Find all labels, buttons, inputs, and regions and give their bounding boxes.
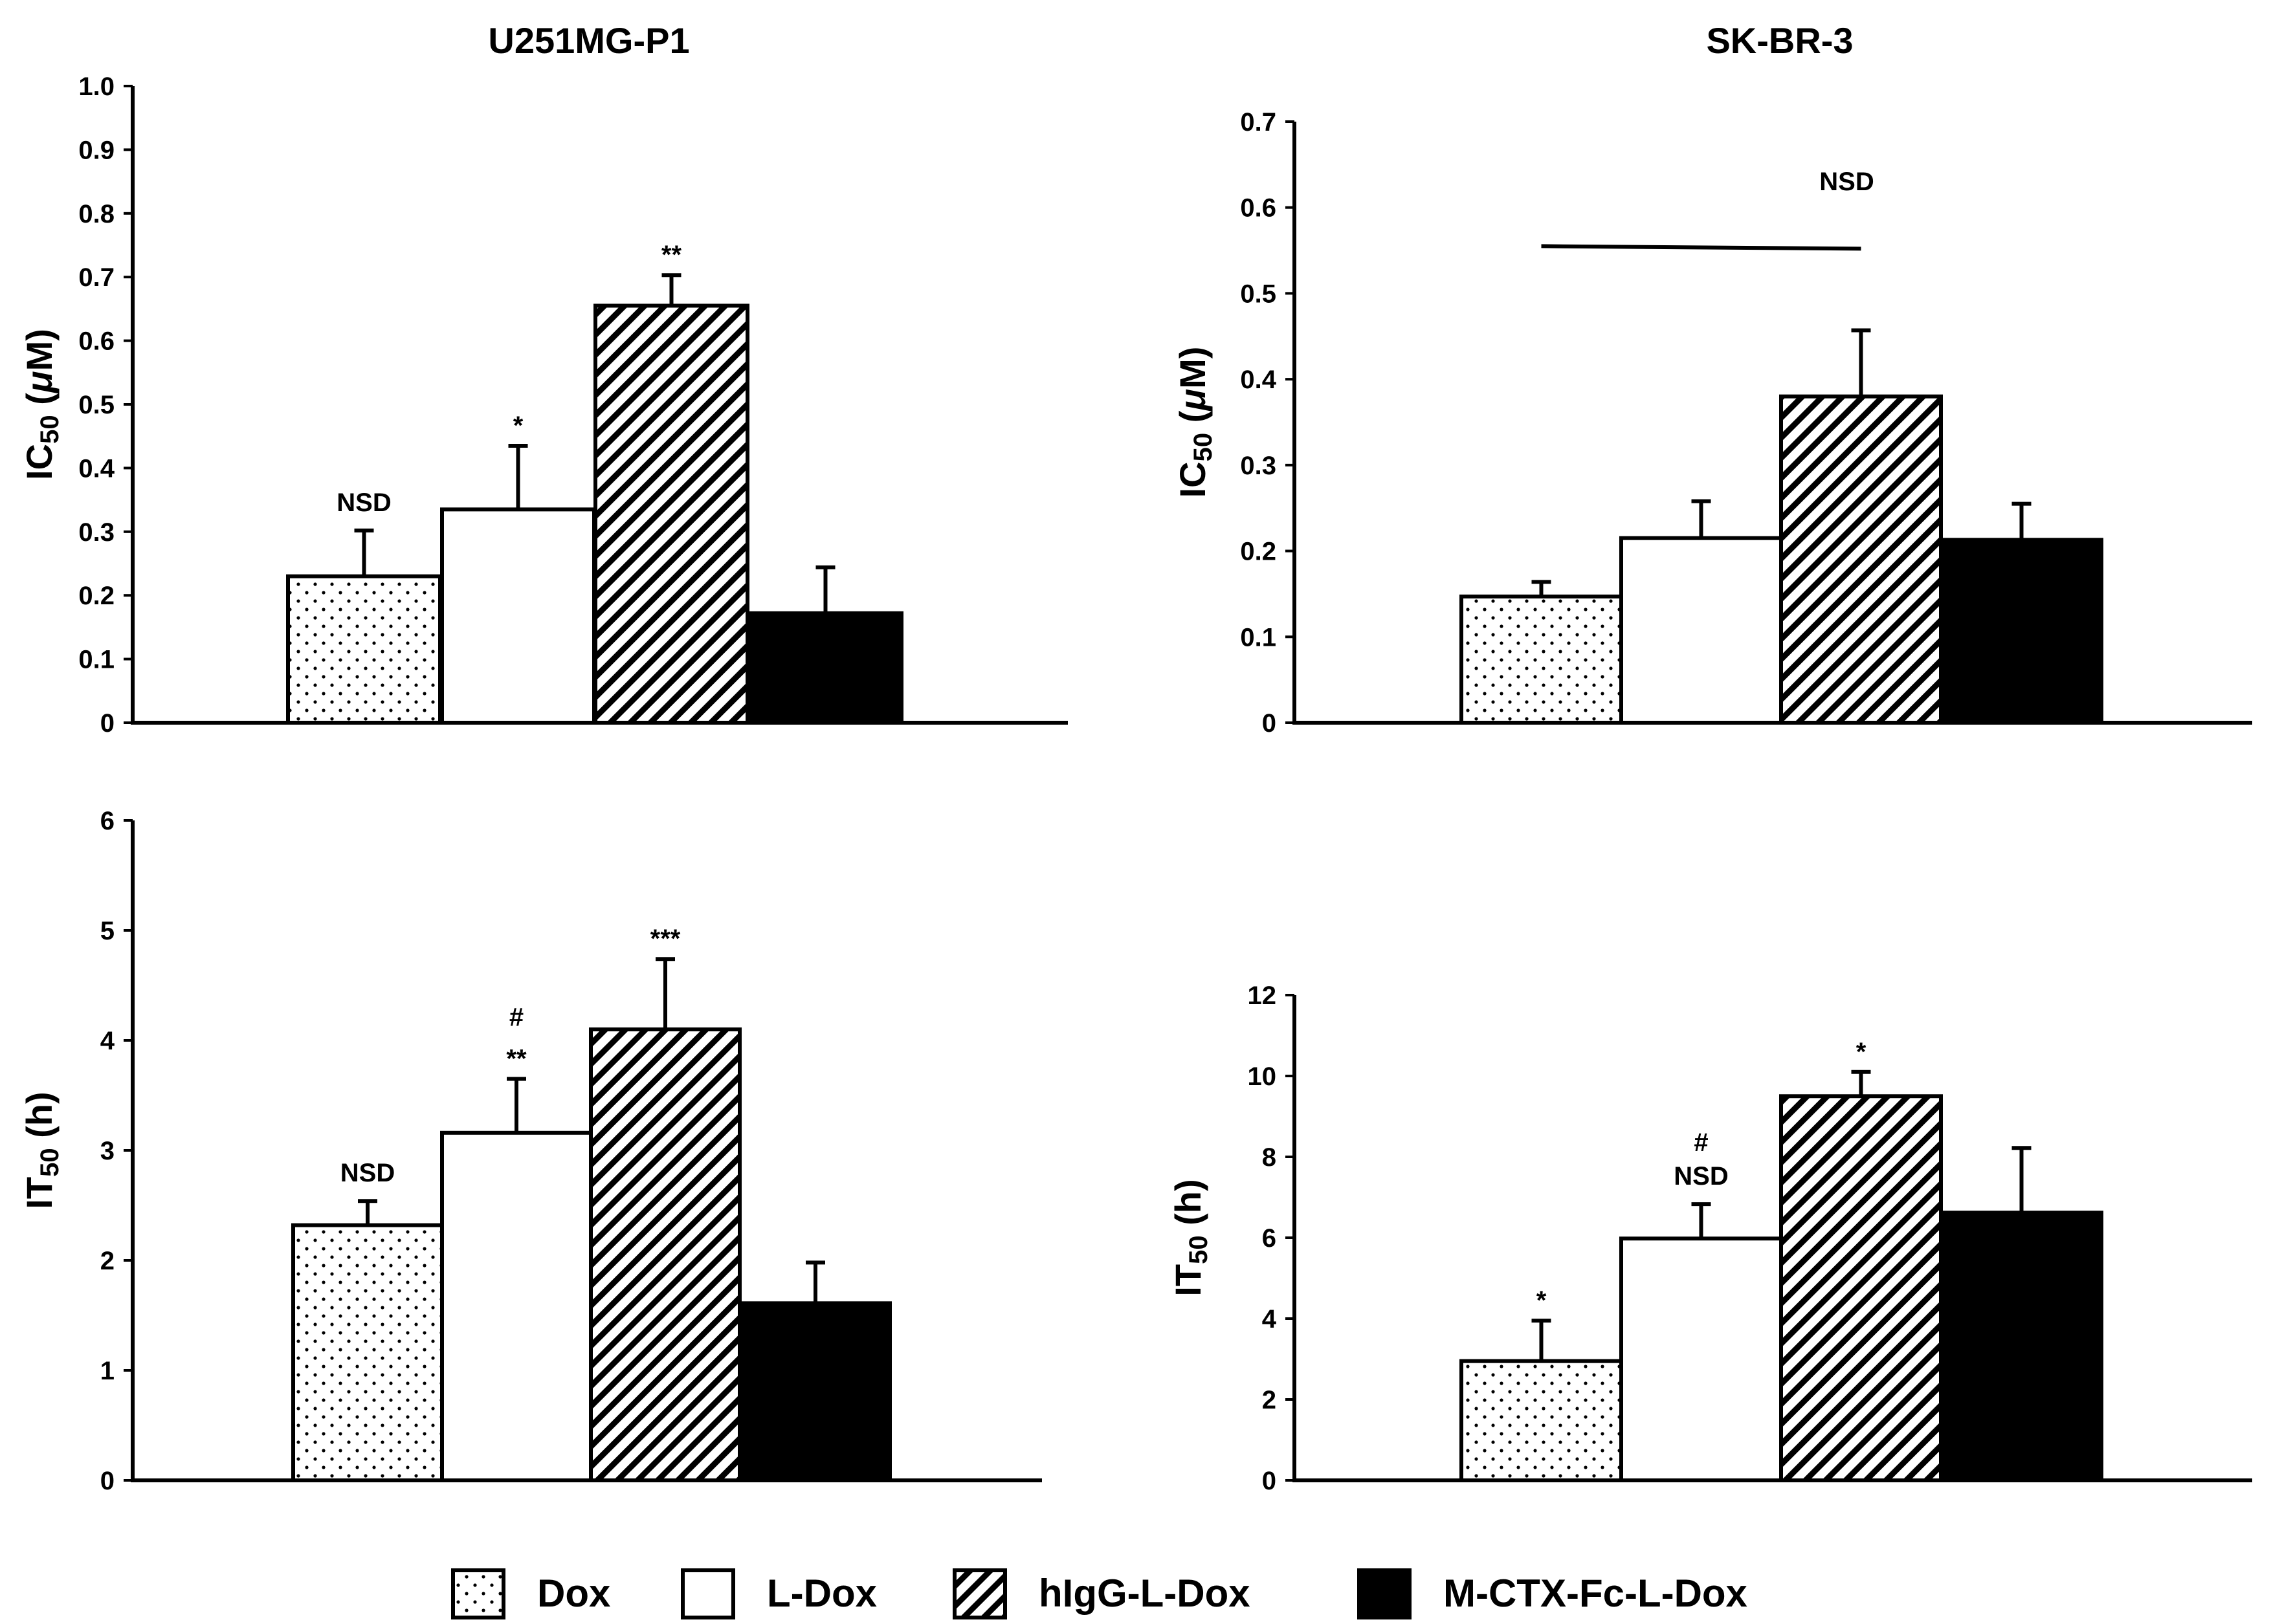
y-tick-label: 0.7 xyxy=(78,263,115,292)
y-tick-label: 10 xyxy=(1248,1062,1277,1091)
y-tick-label: 4 xyxy=(100,1027,115,1055)
y-tick-label: 0.6 xyxy=(78,327,115,356)
chart-panel-skbr3-it50: IT50 (h) 0 2 4 6 8 10 12 * # NSD * xyxy=(1168,982,2252,1495)
legend-swatch-l-dox xyxy=(681,1568,735,1619)
y-tick-label: 0.4 xyxy=(78,454,115,483)
y-tick-label: 6 xyxy=(1262,1224,1276,1253)
chart-panel-u251-ic50: U251MG-P1 IC50 (μM) 0 0.1 0.2 0.3 0.4 0.5 0.6 0.7… xyxy=(19,20,1068,738)
y-axis-label-unit: (h) xyxy=(1168,1179,1208,1235)
y-tick-label: 0.5 xyxy=(78,391,115,419)
y-tick-label: 0.8 xyxy=(78,200,115,228)
bar-higg-l-dox xyxy=(589,1027,742,1482)
nsd-bracket-line xyxy=(1541,244,1861,251)
chart-title: SK-BR-3 xyxy=(1706,20,1853,61)
y-tick-label: 4 xyxy=(1262,1305,1277,1333)
y-tick-label: 0.6 xyxy=(1240,194,1276,223)
legend-swatch-dox xyxy=(451,1568,505,1619)
y-axis-label-subscript: 50 xyxy=(36,1148,64,1177)
significance-label: *** xyxy=(650,925,681,953)
legend: Dox L-Dox hIgG-L-Dox M-CTX-Fc-L-Dox xyxy=(451,1568,1747,1619)
bar-l-dox xyxy=(440,1130,593,1483)
y-axis-label-main: IC xyxy=(1172,461,1213,498)
y-tick-label: 0 xyxy=(1262,1467,1276,1495)
y-axis-label: IT50 (h) xyxy=(1168,1179,1213,1296)
bar-dox xyxy=(1459,1359,1623,1482)
bar-dox xyxy=(291,1223,444,1482)
y-axis-label-unit: (h) xyxy=(19,1092,60,1148)
bar-m-ctx-fc-l-dox xyxy=(1940,538,2103,725)
legend-label: M-CTX-Fc-L-Dox xyxy=(1443,1572,1747,1615)
legend-label: hIgG-L-Dox xyxy=(1039,1572,1250,1615)
y-tick-label: 2 xyxy=(100,1247,115,1275)
y-axis-label-unit: ( xyxy=(1172,410,1213,433)
bar-l-dox xyxy=(1619,1236,1783,1482)
y-tick-label: 0.9 xyxy=(78,136,115,164)
y-tick-label: 0 xyxy=(100,1467,115,1495)
bar-dox xyxy=(286,574,442,725)
y-tick-label: 0.4 xyxy=(1240,366,1276,394)
bar-l-dox xyxy=(1619,536,1783,725)
y-tick-label: 12 xyxy=(1248,982,1277,1010)
y-tick-label: 0.1 xyxy=(78,646,115,674)
y-axis-label-unit-rest: M) xyxy=(19,329,60,371)
bar-higg-l-dox xyxy=(1779,1094,1943,1482)
y-axis-label: IT50 (h) xyxy=(19,1092,64,1209)
bar-higg-l-dox xyxy=(1779,394,1943,725)
y-tick-label: 5 xyxy=(100,917,115,945)
significance-label: NSD xyxy=(1674,1162,1728,1191)
y-axis-label-main: IC xyxy=(19,444,60,480)
y-tick-label: 0.3 xyxy=(1240,452,1276,480)
y-axis-label: IC50 (μM) xyxy=(1172,347,1217,498)
bar-l-dox xyxy=(440,507,596,725)
chart-panel-skbr3-ic50: SK-BR-3 IC50 (μM) 0 0.1 0.2 0.3 0.4 0.5 0.6 0.7 NS… xyxy=(1172,20,2252,738)
y-tick-label: 0 xyxy=(1262,709,1276,738)
y-axis-label-subscript: 50 xyxy=(36,415,64,444)
chart-title: U251MG-P1 xyxy=(488,20,689,61)
y-tick-label: 0.7 xyxy=(1240,108,1276,137)
bar-m-ctx-fc-l-dox xyxy=(739,1301,892,1483)
significance-label: * xyxy=(513,411,524,440)
y-axis-label-main: IT xyxy=(19,1177,60,1209)
legend-label: Dox xyxy=(537,1572,610,1615)
y-axis-label-unit-rest: M) xyxy=(1172,347,1213,389)
y-tick-label: 8 xyxy=(1262,1143,1276,1172)
significance-label: ** xyxy=(506,1045,527,1073)
legend-swatch-higg-l-dox xyxy=(953,1568,1007,1619)
y-tick-label: 0.2 xyxy=(1240,538,1276,566)
y-axis-label: IC50 (μM) xyxy=(19,329,64,480)
y-tick-label: 0.3 xyxy=(78,518,115,547)
significance-label: ** xyxy=(661,241,682,269)
y-axis-label-unit: ( xyxy=(19,393,60,415)
y-tick-label: 0 xyxy=(100,709,115,738)
significance-label: NSD xyxy=(340,1159,395,1187)
bar-higg-l-dox xyxy=(593,303,749,725)
y-axis-label-main: IT xyxy=(1168,1264,1208,1297)
y-tick-label: 0.2 xyxy=(78,582,115,610)
y-axis-label-mu: μ xyxy=(19,371,60,394)
significance-label: * xyxy=(1856,1038,1867,1066)
significance-label: * xyxy=(1536,1286,1547,1315)
significance-label: NSD xyxy=(337,488,391,517)
bar-m-ctx-fc-l-dox xyxy=(1940,1211,2103,1482)
y-tick-label: 1 xyxy=(100,1357,115,1385)
bar-dox xyxy=(1459,594,1623,725)
significance-label: # xyxy=(509,1004,524,1032)
y-axis-label-subscript: 50 xyxy=(1184,1235,1213,1264)
y-tick-label: 6 xyxy=(100,807,115,835)
y-tick-label: 3 xyxy=(100,1137,115,1165)
legend-swatch-m-ctx-fc-l-dox xyxy=(1357,1568,1412,1619)
y-tick-label: 0.1 xyxy=(1240,623,1276,652)
y-tick-label: 2 xyxy=(1262,1386,1276,1414)
legend-label: L-Dox xyxy=(767,1572,877,1615)
y-tick-label: 0.5 xyxy=(1240,280,1276,308)
y-tick-label: 1.0 xyxy=(78,72,115,101)
nsd-bracket-label: NSD xyxy=(1819,168,1874,196)
significance-label: # xyxy=(1694,1128,1708,1157)
y-axis-label-mu: μ xyxy=(1172,389,1213,412)
y-axis-label-subscript: 50 xyxy=(1189,433,1217,462)
bar-m-ctx-fc-l-dox xyxy=(748,611,903,725)
